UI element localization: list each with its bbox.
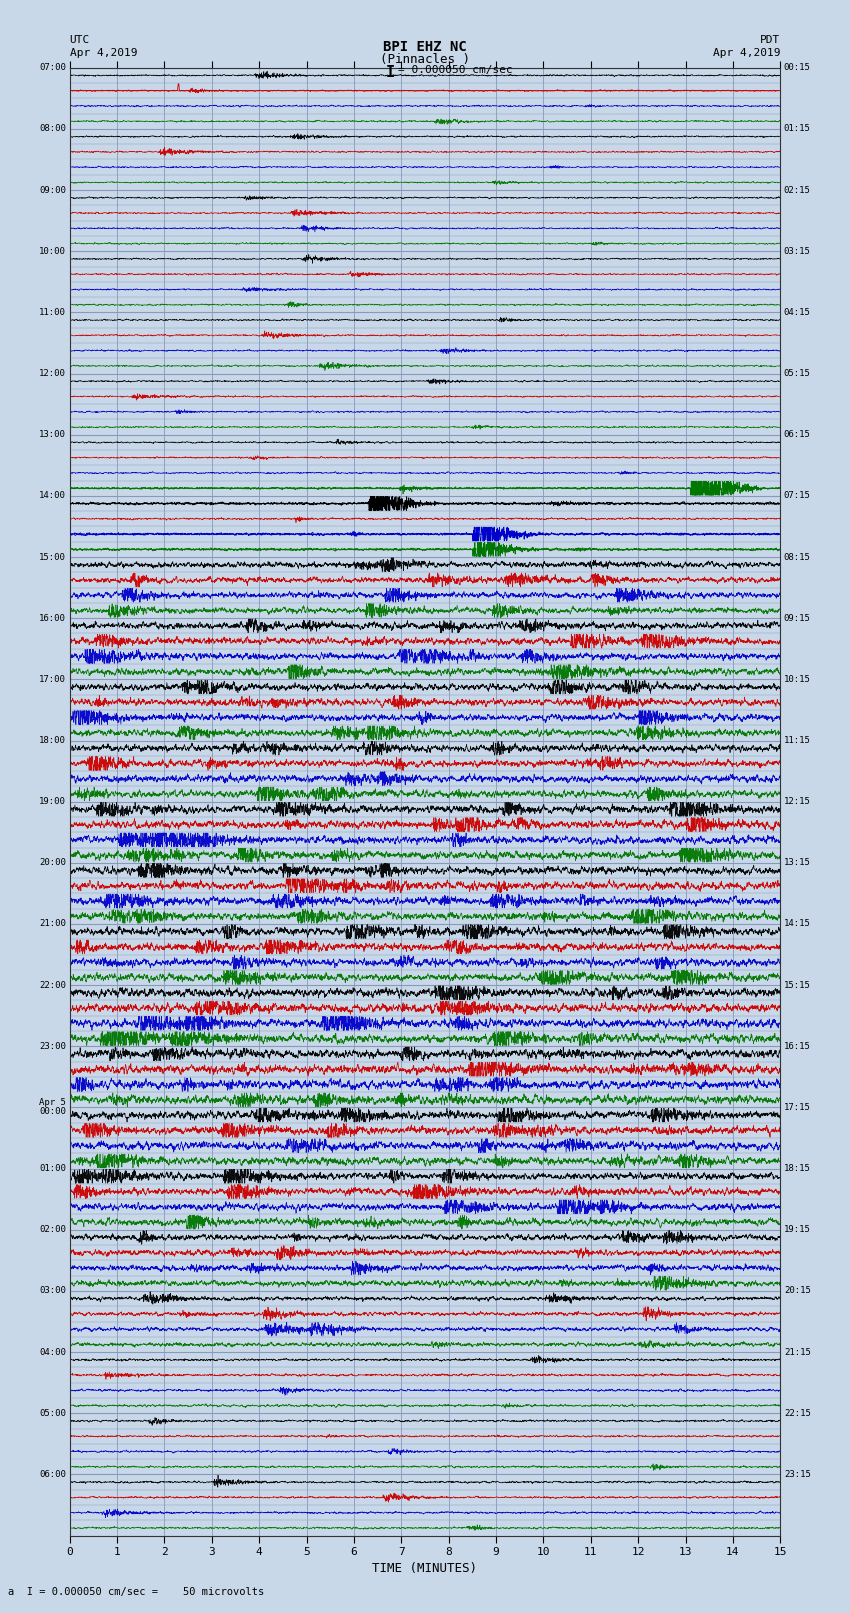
Text: 16:00: 16:00 — [39, 613, 66, 623]
Text: 13:15: 13:15 — [784, 858, 811, 868]
Text: UTC: UTC — [70, 35, 90, 45]
Text: Apr 4,2019: Apr 4,2019 — [70, 48, 137, 58]
Text: 04:15: 04:15 — [784, 308, 811, 316]
Text: 19:00: 19:00 — [39, 797, 66, 806]
Text: 01:15: 01:15 — [784, 124, 811, 134]
Text: Apr 4,2019: Apr 4,2019 — [713, 48, 780, 58]
Text: 18:00: 18:00 — [39, 736, 66, 745]
Text: 07:00: 07:00 — [39, 63, 66, 73]
Text: 08:15: 08:15 — [784, 553, 811, 561]
Text: 03:00: 03:00 — [39, 1287, 66, 1295]
Text: 14:00: 14:00 — [39, 492, 66, 500]
Text: 20:15: 20:15 — [784, 1287, 811, 1295]
Text: Apr 5: Apr 5 — [39, 1098, 66, 1108]
Text: PDT: PDT — [760, 35, 780, 45]
Text: 17:15: 17:15 — [784, 1103, 811, 1111]
Text: 11:00: 11:00 — [39, 308, 66, 316]
Text: 01:00: 01:00 — [39, 1165, 66, 1173]
Text: 00:00: 00:00 — [39, 1108, 66, 1116]
Text: (Pinnacles ): (Pinnacles ) — [380, 53, 470, 66]
Text: 11:15: 11:15 — [784, 736, 811, 745]
Text: 22:00: 22:00 — [39, 981, 66, 990]
Text: 07:15: 07:15 — [784, 492, 811, 500]
Text: 20:00: 20:00 — [39, 858, 66, 868]
Text: a  I = 0.000050 cm/sec =    50 microvolts: a I = 0.000050 cm/sec = 50 microvolts — [8, 1587, 264, 1597]
Text: 14:15: 14:15 — [784, 919, 811, 929]
Text: 06:00: 06:00 — [39, 1469, 66, 1479]
Text: 05:15: 05:15 — [784, 369, 811, 377]
Text: 21:00: 21:00 — [39, 919, 66, 929]
Text: 17:00: 17:00 — [39, 674, 66, 684]
X-axis label: TIME (MINUTES): TIME (MINUTES) — [372, 1561, 478, 1574]
Text: 23:00: 23:00 — [39, 1042, 66, 1050]
Text: 04:00: 04:00 — [39, 1347, 66, 1357]
Text: 08:00: 08:00 — [39, 124, 66, 134]
Text: = 0.000050 cm/sec: = 0.000050 cm/sec — [398, 65, 513, 74]
Text: 09:15: 09:15 — [784, 613, 811, 623]
Text: 03:15: 03:15 — [784, 247, 811, 256]
Text: 12:00: 12:00 — [39, 369, 66, 377]
Text: I: I — [386, 65, 395, 79]
Text: 10:00: 10:00 — [39, 247, 66, 256]
Text: 10:15: 10:15 — [784, 674, 811, 684]
Text: 06:15: 06:15 — [784, 431, 811, 439]
Text: 09:00: 09:00 — [39, 185, 66, 195]
Text: 05:00: 05:00 — [39, 1408, 66, 1418]
Text: 13:00: 13:00 — [39, 431, 66, 439]
Text: 18:15: 18:15 — [784, 1165, 811, 1173]
Text: BPI EHZ NC: BPI EHZ NC — [383, 40, 467, 55]
Text: 22:15: 22:15 — [784, 1408, 811, 1418]
Text: 15:00: 15:00 — [39, 553, 66, 561]
Text: 00:15: 00:15 — [784, 63, 811, 73]
Text: 21:15: 21:15 — [784, 1347, 811, 1357]
Text: 23:15: 23:15 — [784, 1469, 811, 1479]
Text: 19:15: 19:15 — [784, 1226, 811, 1234]
Text: 15:15: 15:15 — [784, 981, 811, 990]
Text: 02:15: 02:15 — [784, 185, 811, 195]
Text: 02:00: 02:00 — [39, 1226, 66, 1234]
Text: 12:15: 12:15 — [784, 797, 811, 806]
Text: 16:15: 16:15 — [784, 1042, 811, 1050]
